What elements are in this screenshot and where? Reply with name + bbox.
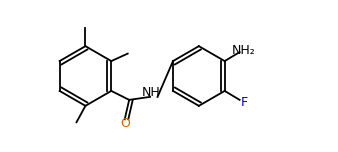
Text: O: O — [120, 117, 130, 130]
Text: NH₂: NH₂ — [232, 44, 256, 57]
Text: F: F — [241, 96, 248, 109]
Text: NH: NH — [142, 86, 161, 99]
